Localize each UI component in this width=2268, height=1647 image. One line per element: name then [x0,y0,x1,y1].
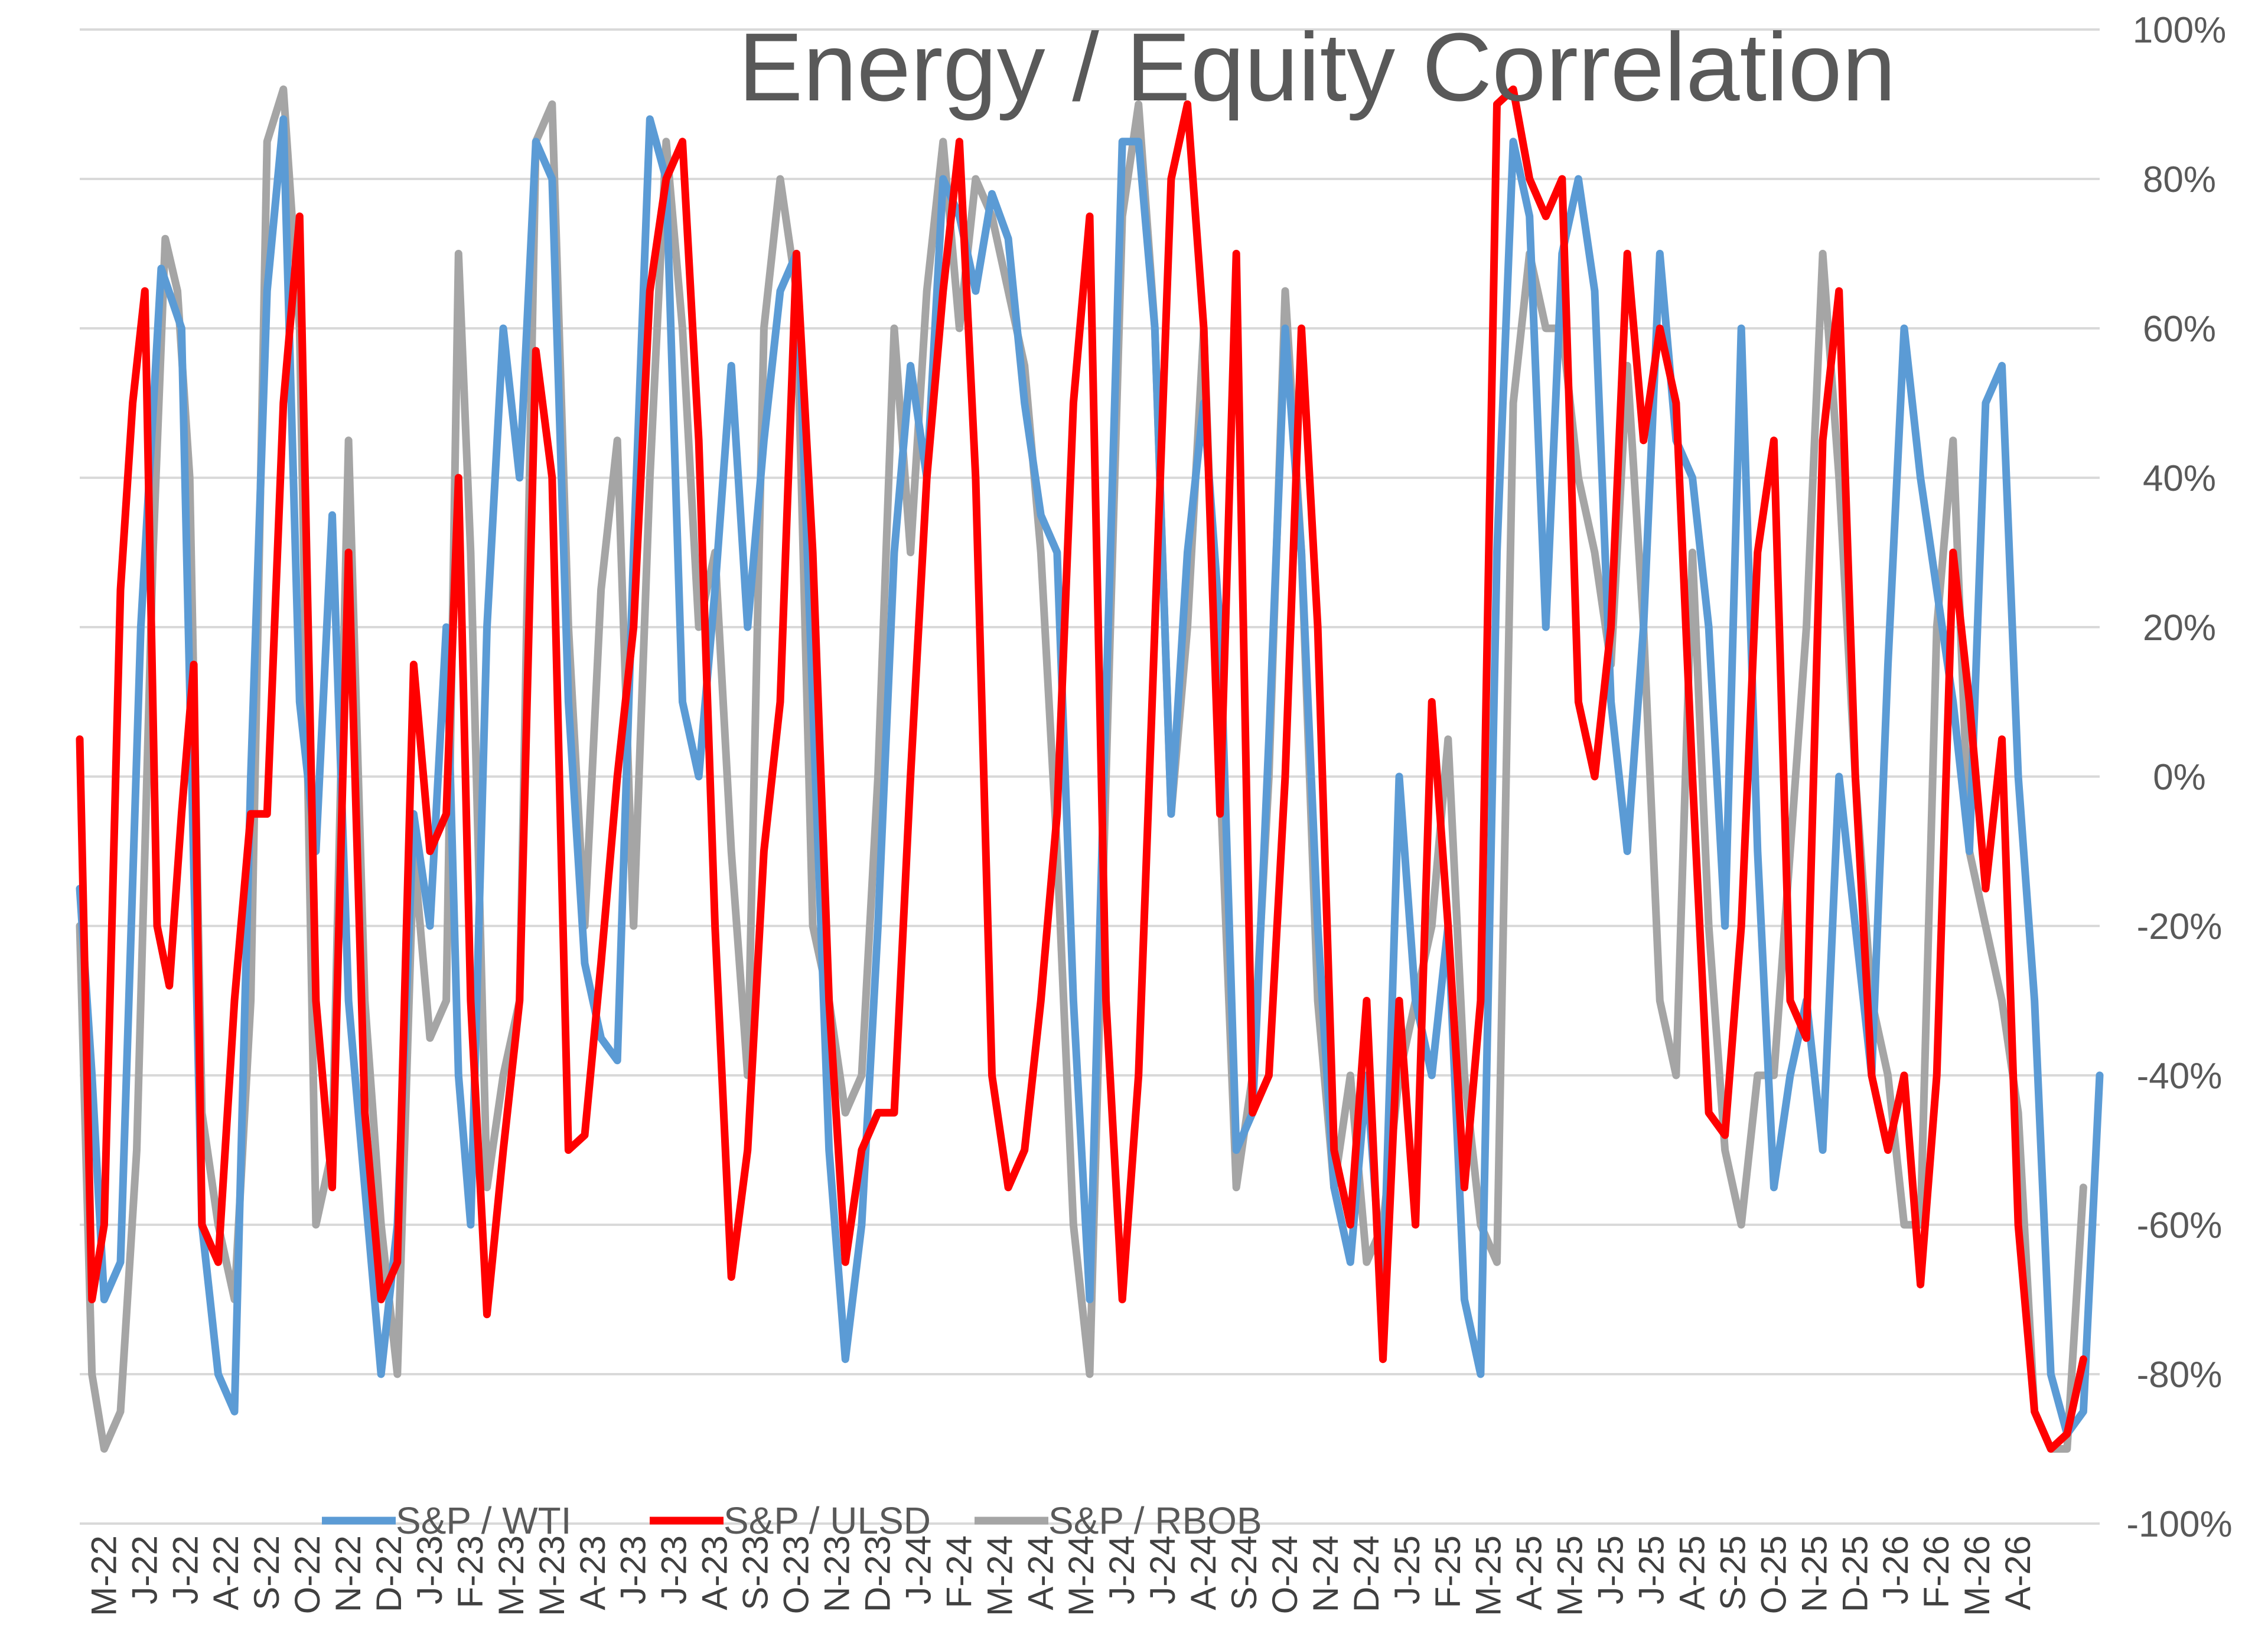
series-lines [76,85,2104,1453]
x-tick-label-17: O-23 [777,1535,816,1614]
y-tick-label-6: -20% [2137,906,2223,947]
x-tick-label-25: J-24 [1102,1535,1142,1604]
x-tick-label-16: S-23 [736,1535,775,1610]
legend: S&P / WTI S&P / ULSD S&P / RBOB [322,1499,1262,1542]
x-tick-label-2: J-22 [165,1535,205,1604]
x-tick-label-41: O-25 [1754,1535,1793,1614]
y-axis-tick-labels: 100% 80% 60% 40% 20% 0% -20% -40% -60% -80% -100% [2126,10,2232,1545]
legend-label-1: S&P / ULSD [724,1499,931,1542]
x-tick-label-22: M-24 [980,1535,1019,1616]
x-tick-label-9: F-23 [451,1535,490,1608]
x-tick-label-46: M-26 [1957,1535,1997,1616]
x-tick-label-19: D-23 [858,1535,897,1612]
y-tick-label-2: 60% [2143,309,2216,350]
y-tick-label-8: -60% [2137,1205,2223,1246]
x-tick-label-28: S-24 [1224,1535,1264,1610]
x-tick-label-30: N-24 [1306,1535,1345,1612]
x-tick-label-43: D-25 [1835,1535,1875,1612]
legend-label-0: S&P / WTI [396,1499,572,1542]
x-tick-label-11: M-23 [532,1535,572,1616]
x-tick-label-18: N-23 [817,1535,857,1612]
x-tick-label-20: J-24 [898,1535,938,1604]
x-tick-label-40: S-25 [1713,1535,1752,1610]
y-tick-label-10: -100% [2126,1504,2232,1545]
x-tick-label-0: M-22 [84,1535,123,1616]
x-tick-label-44: J-26 [1876,1535,1915,1604]
x-tick-label-7: D-22 [369,1535,409,1612]
x-tick-label-33: F-25 [1428,1535,1468,1608]
x-tick-label-24: M-24 [1061,1535,1101,1616]
x-tick-label-36: M-25 [1550,1535,1590,1616]
x-tick-label-8: J-23 [410,1535,449,1604]
y-tick-label-9: -80% [2137,1355,2223,1395]
x-tick-label-45: F-26 [1917,1535,1956,1608]
x-tick-label-38: J-25 [1632,1535,1671,1604]
x-tick-label-31: D-24 [1347,1535,1386,1612]
x-tick-label-12: A-23 [573,1535,612,1610]
y-tick-label-7: -40% [2137,1056,2223,1097]
legend-label-2: S&P / RBOB [1048,1499,1262,1542]
x-tick-label-23: A-24 [1021,1535,1060,1610]
x-tick-label-47: A-26 [1998,1535,2038,1610]
x-tick-label-27: A-24 [1184,1535,1223,1610]
chart-title: Energy / Equity Correlation [738,13,1896,121]
x-tick-label-5: O-22 [288,1535,327,1614]
x-tick-label-1: J-22 [125,1535,164,1604]
x-tick-label-13: J-23 [614,1535,653,1604]
x-tick-label-21: F-24 [939,1535,979,1608]
series-line-2 [76,85,2087,1453]
y-tick-label-0: 100% [2133,10,2227,51]
x-axis-tick-labels: M-22 J-22 J-22 A-22 S-22 O-22 N-22 D-22 J-23 F-23… [84,1535,2038,1616]
y-tick-label-4: 20% [2143,608,2216,648]
x-tick-label-3: A-22 [206,1535,246,1610]
x-tick-label-35: A-25 [1510,1535,1549,1610]
y-tick-label-3: 40% [2143,458,2216,499]
series-line-1 [76,85,2087,1453]
series-line-0 [76,115,2104,1438]
x-tick-label-4: S-22 [247,1535,286,1610]
x-tick-label-32: J-25 [1387,1535,1427,1604]
x-tick-label-26: J-24 [1143,1535,1182,1604]
x-tick-label-29: O-24 [1265,1535,1305,1614]
x-tick-label-6: N-22 [328,1535,368,1612]
x-tick-label-39: A-25 [1672,1535,1712,1610]
x-tick-label-34: M-25 [1469,1535,1508,1616]
x-tick-label-42: N-25 [1794,1535,1834,1612]
y-tick-label-5: 0% [2153,757,2206,798]
x-tick-label-37: J-25 [1591,1535,1631,1604]
x-tick-label-15: A-23 [695,1535,735,1610]
y-tick-label-1: 80% [2143,159,2216,200]
x-tick-label-14: J-23 [654,1535,694,1604]
x-tick-label-10: M-23 [491,1535,531,1616]
